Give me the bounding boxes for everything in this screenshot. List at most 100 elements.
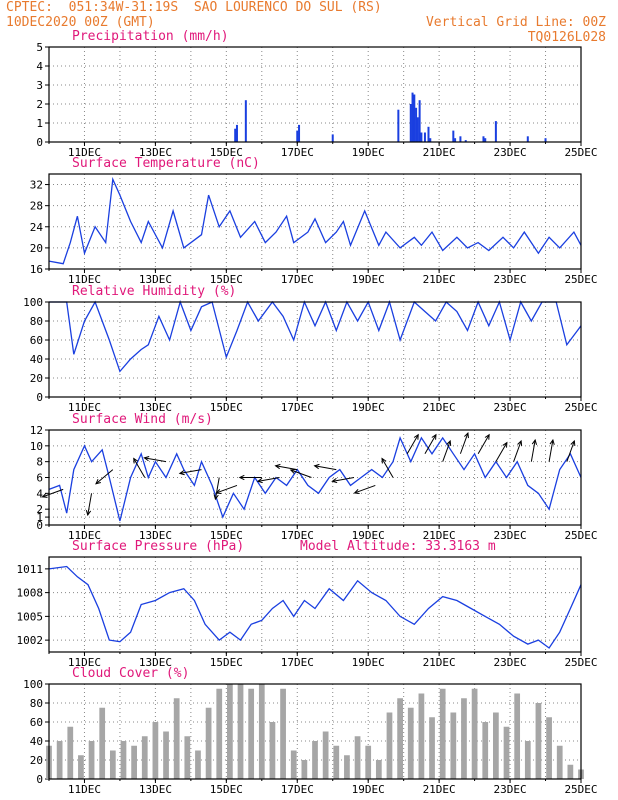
x-tick-label: 23DEC (494, 401, 527, 414)
y-tick-label: 32 (30, 179, 43, 192)
x-tick-label: 17DEC (281, 401, 314, 414)
cloud-bar (88, 741, 95, 779)
y-tick-label: 10 (30, 440, 43, 453)
wind-vector (513, 440, 522, 462)
cloud-bar (120, 741, 127, 779)
precip-bar (452, 130, 455, 142)
cloud-bar (322, 731, 329, 779)
precip-bar (482, 136, 485, 142)
wind-vector (477, 434, 490, 455)
precip-bar (459, 136, 462, 142)
wind-vector (424, 434, 437, 455)
cloud-bar (173, 698, 180, 779)
x-tick-label: 11DEC (68, 529, 101, 542)
x-tick-label: 15DEC (210, 656, 243, 669)
precip-bar (331, 134, 334, 142)
y-tick-label: 60 (30, 334, 43, 347)
rh-line (49, 299, 582, 373)
x-tick-label: 15DEC (210, 783, 243, 796)
wind-arrowhead (215, 489, 222, 494)
cloud-bar (450, 712, 457, 779)
y-tick-label: 5 (36, 41, 43, 54)
cloud-bar (386, 712, 393, 779)
precip-bar (416, 117, 419, 142)
temp-line (48, 176, 582, 265)
cloud-bar (503, 726, 510, 779)
pres-line (48, 565, 582, 649)
precip-bar (526, 136, 529, 142)
precip-bar (429, 138, 432, 142)
cloud-bar (461, 698, 467, 779)
wind-arrowhead (95, 478, 101, 485)
pres-title: Surface Pressure (hPa) (72, 539, 244, 554)
cloud-bar (78, 755, 84, 779)
x-tick-label: 19DEC (352, 529, 385, 542)
cloud-panel (45, 683, 584, 783)
x-tick-label: 11DEC (68, 273, 101, 286)
cloud-bar (556, 745, 563, 779)
station-header: CPTEC: 051:34W-31:19S SAO LOURENCO DO SU… (6, 0, 382, 15)
wind-vector (257, 477, 280, 482)
x-tick-label: 23DEC (494, 529, 527, 542)
wind-arrowhead (238, 474, 245, 481)
y-tick-label: 80 (30, 315, 43, 328)
cloud-bar (163, 731, 169, 779)
cloud-bar (216, 688, 223, 779)
cloud-bar (131, 745, 137, 779)
cloud-bar (141, 736, 148, 779)
precip-bar (494, 121, 497, 142)
y-tick-label: 20 (30, 242, 43, 255)
wind-vector (95, 469, 114, 485)
grid-line-note: Vertical Grid Line: 00Z (425, 15, 606, 30)
cloud-bar (248, 688, 255, 779)
cloud-bar (184, 736, 191, 779)
y-tick-label: 0 (36, 773, 43, 786)
y-tick-label: 1 (36, 511, 43, 524)
precip-bar (244, 100, 247, 142)
wind-vector (42, 488, 64, 498)
x-tick-label: 13DEC (139, 783, 172, 796)
wind-vector (495, 442, 508, 462)
cloud-bar (227, 684, 233, 779)
wind-vector (548, 439, 554, 462)
wind-arrowhead (570, 439, 576, 447)
x-tick-label: 21DEC (423, 401, 456, 414)
precip-bar (411, 92, 414, 142)
x-tick-label: 23DEC (494, 783, 527, 796)
cloud-bar (312, 741, 318, 779)
cloud-bar (365, 745, 372, 779)
x-tick-label: 21DEC (423, 273, 456, 286)
wind-arrowhead (274, 463, 281, 470)
rh-title: Relative Humidity (%) (72, 284, 236, 299)
x-tick-label: 17DEC (281, 146, 314, 159)
precip-bar (234, 128, 237, 142)
cloud-bar (280, 688, 286, 779)
y-tick-label: 0 (36, 519, 43, 532)
wind-arrowhead (353, 489, 360, 494)
wind-title: Surface Wind (m/s) (72, 412, 213, 427)
wind-arrowhead (502, 441, 508, 448)
wind-vector (133, 458, 146, 478)
precip-bar (415, 107, 418, 142)
wind-arrowhead (413, 433, 419, 440)
y-tick-label: 4 (36, 60, 43, 73)
wind-arrowhead (213, 494, 219, 501)
x-tick-label: 25DEC (564, 783, 597, 796)
wind-arrowhead (313, 463, 320, 470)
precip-bar (235, 124, 238, 142)
wind-arrowhead (517, 439, 523, 447)
wind-arrowhead (256, 477, 263, 484)
cloud-bar (301, 760, 308, 779)
x-tick-label: 23DEC (494, 656, 527, 669)
y-tick-label: 4 (36, 487, 43, 500)
cloud-bar (418, 693, 425, 779)
cloud-bar (535, 703, 542, 779)
x-tick-label: 19DEC (352, 656, 385, 669)
cloud-bar (524, 741, 531, 779)
y-tick-label: 100 (23, 296, 43, 309)
precip-bar (409, 104, 412, 142)
precip-bar (423, 132, 426, 142)
precip-bar (420, 132, 423, 142)
x-tick-label: 15DEC (210, 529, 243, 542)
precip-bar (298, 124, 301, 142)
